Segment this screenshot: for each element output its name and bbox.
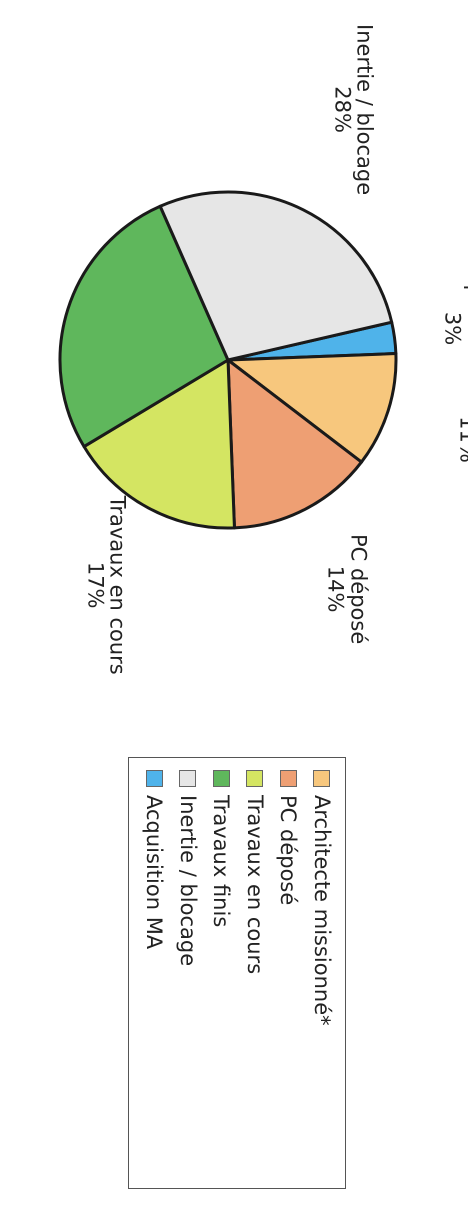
legend: Architecte missionné* PC déposé Travaux en… bbox=[128, 757, 346, 1189]
slice-label: Architecte missionné*11% bbox=[456, 324, 468, 555]
legend-label: Architecte missionné* bbox=[310, 795, 334, 1026]
slice-label: Inertie / blocage 28% bbox=[330, 24, 378, 196]
slice-label: Travaux en cours 17% bbox=[83, 495, 130, 675]
slice-label-value: 17% bbox=[83, 561, 108, 609]
legend-swatch bbox=[179, 770, 197, 787]
legend-label: Travaux finis bbox=[209, 795, 234, 928]
legend-item: Travaux en cours bbox=[240, 770, 270, 974]
legend-swatch bbox=[313, 770, 331, 787]
legend-item: Acquisition MA bbox=[140, 770, 170, 949]
slice-label-value: 14% bbox=[323, 565, 348, 613]
pie-slice-pc-d-pos bbox=[226, 358, 363, 530]
pie-slice-architecte-missionn bbox=[226, 352, 398, 464]
legend-item: Inertie / blocage bbox=[173, 770, 203, 966]
legend-label: PC déposé bbox=[276, 795, 301, 906]
slice-label-name: PC déposé bbox=[346, 533, 371, 645]
legend-swatch bbox=[213, 770, 230, 787]
pie-slice-inertie-blocage bbox=[158, 190, 394, 362]
legend-label: Inertie / blocage bbox=[176, 795, 200, 967]
slice-label-name: Travaux en cours bbox=[105, 495, 130, 675]
slice-label-value: 11% bbox=[455, 416, 468, 463]
legend-item: Travaux finis bbox=[207, 770, 237, 927]
legend-item: PC déposé bbox=[274, 770, 304, 905]
legend-swatch bbox=[146, 770, 163, 787]
legend-swatch bbox=[280, 770, 297, 787]
legend-swatch bbox=[246, 770, 264, 787]
legend-label: Acquisition MA bbox=[142, 795, 167, 950]
legend-item: Architecte missionné* bbox=[307, 770, 337, 1026]
slice-label-name: Inertie / blocage bbox=[353, 24, 378, 196]
slice-label: PC déposé 14% bbox=[323, 533, 371, 645]
slice-label-value: 28% bbox=[330, 86, 355, 133]
pie-slices bbox=[58, 190, 398, 530]
pie-slice-travaux-en-cours bbox=[82, 358, 236, 530]
legend-label: Travaux en cours bbox=[243, 795, 267, 975]
